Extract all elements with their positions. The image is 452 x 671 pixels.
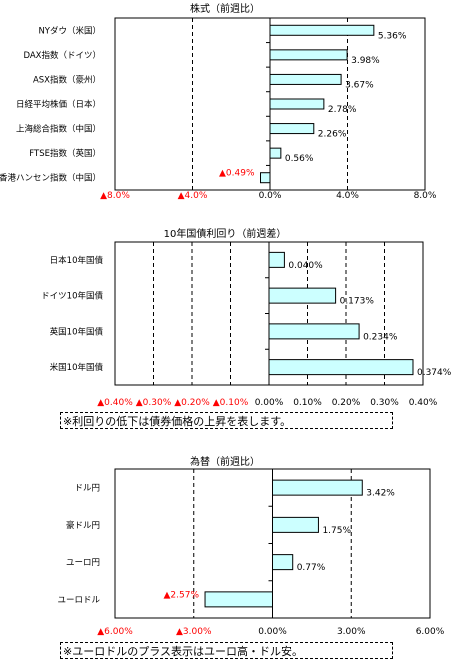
stocks-value-label-4: 2.26% — [318, 130, 347, 140]
stocks-tick-label-4: 8.0% — [414, 191, 437, 201]
stocks-bar-4 — [269, 123, 315, 135]
bonds-tick-label-6: 0.20% — [332, 398, 361, 408]
stocks-bar-2 — [269, 73, 342, 85]
fx-bar-2 — [272, 554, 294, 571]
stocks-category-label-4: 上海総合指数（中国） — [16, 124, 101, 135]
fx-title: 為替（前週比） — [190, 455, 260, 468]
fx-value-label-2: 0.77% — [297, 563, 326, 573]
bonds-tick-label-5: 0.10% — [293, 398, 322, 408]
stocks-bar-6 — [260, 172, 271, 184]
fx-category-label-0: ドル円 — [74, 484, 100, 494]
stocks-category-label-3: 日経平均株価（日本） — [16, 99, 101, 110]
fx-note: ※ユーロドルのプラス表示はユーロ高・ドル安。 — [60, 642, 393, 659]
bonds-bar-2 — [268, 323, 360, 340]
fx-category-label-2: ユーロ円 — [66, 558, 100, 568]
bonds-tick-label-7: 0.30% — [370, 398, 399, 408]
stocks-value-label-6: ▲0.49% — [219, 169, 255, 179]
bond-note: ※利回りの低下は債券価格の上昇を表します。 — [60, 412, 393, 429]
stocks-tick-label-1: ▲4.0% — [178, 191, 208, 201]
stocks-tick-label-3: 4.0% — [336, 191, 359, 201]
fx-value-label-1: 1.75% — [322, 526, 351, 536]
stocks-bar-5 — [269, 147, 282, 159]
fx-tick-label-1: ▲3.00% — [176, 627, 212, 637]
bonds-title: 10年国債利回り（前週差） — [164, 227, 287, 240]
bonds-bar-0 — [268, 251, 285, 268]
fx-bar-1 — [272, 516, 319, 533]
bonds-value-label-0: 0.040% — [288, 261, 323, 271]
bonds-tick-label-1: ▲0.30% — [136, 398, 172, 408]
stocks-category-label-2: ASX指数（豪州） — [33, 74, 101, 85]
bonds-value-label-1: 0.173% — [340, 297, 375, 307]
fx-tick-label-2: 0.00% — [258, 627, 287, 637]
stocks-value-label-5: 0.56% — [285, 154, 314, 164]
fx-category-label-3: ユーロドル — [57, 595, 100, 605]
bonds-value-label-2: 0.234% — [363, 332, 398, 342]
fx-value-label-3: ▲2.57% — [164, 590, 200, 600]
bonds-bar-1 — [268, 287, 337, 304]
fx-bar-3 — [204, 591, 274, 608]
stocks-title: 株式（前週比） — [190, 2, 260, 15]
fx-value-label-0: 3.42% — [366, 489, 395, 499]
stocks-value-label-0: 5.36% — [378, 31, 407, 41]
bonds-category-label-3: 米国10年国債 — [50, 362, 104, 373]
bonds-category-label-1: ドイツ10年国債 — [41, 291, 103, 302]
fx-tick-label-3: 3.00% — [337, 627, 366, 637]
bonds-tick-label-4: 0.00% — [255, 398, 284, 408]
stocks-value-label-3: 2.78% — [328, 105, 357, 115]
stocks-bar-3 — [269, 98, 325, 110]
stocks-bar-0 — [269, 24, 375, 36]
bonds-value-label-3: 0.374% — [417, 368, 452, 378]
stocks-category-label-5: FTSE指数（英国） — [29, 148, 101, 159]
fx-tick-label-0: ▲6.00% — [97, 627, 133, 637]
fx-bar-0 — [272, 479, 363, 496]
bonds-category-label-0: 日本10年国債 — [50, 255, 104, 266]
bonds-bar-3 — [268, 359, 414, 376]
stocks-tick-label-0: ▲8.0% — [100, 191, 130, 201]
stocks-category-label-0: NYダウ（米国） — [38, 25, 101, 36]
bonds-tick-label-8: 0.40% — [409, 398, 438, 408]
fx-tick-label-4: 6.00% — [416, 627, 445, 637]
stocks-value-label-2: 3.67% — [345, 80, 374, 90]
bonds-tick-label-0: ▲0.40% — [97, 398, 133, 408]
stocks-category-label-6: 香港ハンセン指数（中国） — [0, 173, 101, 184]
bonds-tick-label-3: ▲0.10% — [213, 398, 249, 408]
bonds-tick-label-2: ▲0.20% — [174, 398, 210, 408]
stocks-tick-label-2: 0.0% — [259, 191, 282, 201]
stocks-category-label-1: DAX指数（ドイツ） — [23, 50, 101, 61]
fx-category-label-1: 豪ドル円 — [66, 520, 100, 531]
stocks-bar-1 — [269, 49, 348, 61]
stocks-value-label-1: 3.98% — [351, 56, 380, 66]
bonds-category-label-2: 英国10年国債 — [50, 326, 104, 337]
